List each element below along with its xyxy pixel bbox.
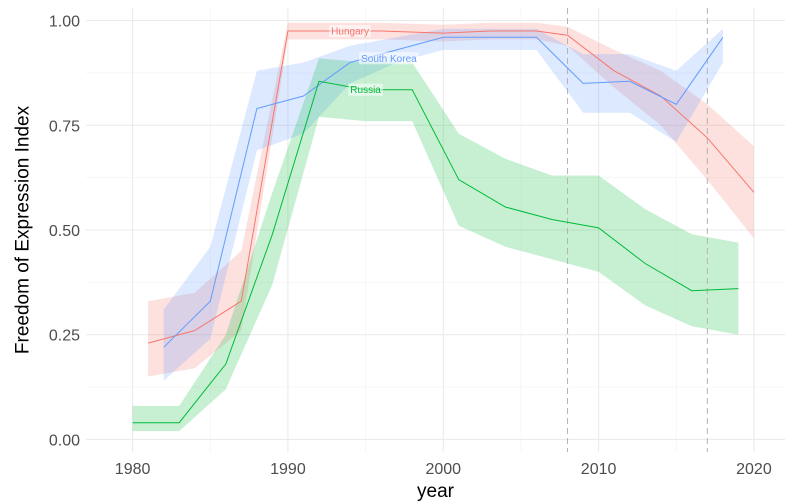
series-label-bg	[329, 25, 371, 38]
y-tick-label: 1.00	[49, 14, 80, 31]
confidence-band	[148, 22, 754, 377]
x-axis-title: year	[417, 481, 455, 502]
confidence-band	[132, 58, 739, 432]
series-label-bg	[348, 83, 383, 96]
series-line	[132, 80, 739, 424]
y-axis-title: Freedom of Expression Index	[13, 105, 34, 354]
x-tick-label: 2010	[581, 461, 617, 478]
series-label: Hungary	[331, 27, 369, 38]
series-labels: Hungary South Korea Russia	[329, 25, 419, 96]
series-line	[147, 30, 755, 344]
reference-lines	[567, 8, 708, 452]
y-tick-label: 0.50	[49, 223, 80, 240]
grid	[86, 8, 785, 452]
x-tick-label: 2000	[425, 461, 461, 478]
confidence-bands	[132, 22, 754, 432]
tick-labels: 1980 1990 2000 2010 2020 0.00 0.25 0.50 0.75 1.00	[49, 14, 772, 478]
y-tick-label: 0.25	[49, 328, 80, 345]
x-tick-label: 1990	[270, 461, 306, 478]
x-tick-label: 1980	[115, 461, 151, 478]
series-label-bg	[359, 52, 419, 65]
confidence-band	[163, 28, 723, 381]
series-lines	[132, 30, 755, 424]
series-label: South Korea	[361, 54, 417, 65]
y-tick-label: 0.00	[49, 432, 80, 449]
x-tick-label: 2020	[736, 461, 772, 478]
series-label: Russia	[350, 85, 381, 96]
y-tick-label: 0.75	[49, 118, 80, 135]
series-line	[163, 36, 724, 348]
